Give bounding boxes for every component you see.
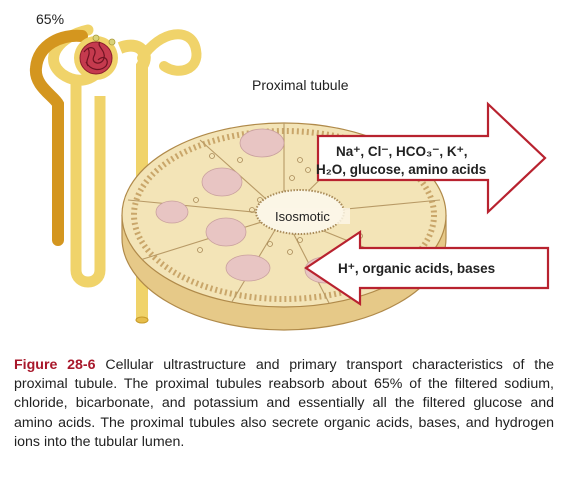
nucleus	[156, 201, 188, 223]
secreted-substances: H⁺, organic acids, bases	[338, 261, 495, 276]
nucleus	[206, 218, 246, 246]
figure-number: Figure 28-6	[14, 357, 96, 373]
figure-caption: Figure 28-6 Cellular ultrastructure and …	[14, 356, 554, 452]
reabsorbed-substances-line1: Na⁺, Cl⁻, HCO₃⁻, K⁺,	[336, 144, 468, 159]
nucleus	[202, 168, 242, 196]
tubule-title: Proximal tubule	[252, 77, 349, 93]
nucleus	[226, 255, 270, 281]
proximal-tubule-diagram: 65% Proximal tubule	[0, 0, 567, 350]
connecting-tubule	[142, 34, 196, 71]
descending-limb	[76, 78, 100, 282]
isosmotic-label: Isosmotic	[275, 209, 330, 224]
reabsorbed-substances-line2: H₂O, glucose, amino acids	[316, 162, 486, 177]
nucleus	[240, 129, 284, 157]
percent-label: 65%	[36, 11, 64, 27]
